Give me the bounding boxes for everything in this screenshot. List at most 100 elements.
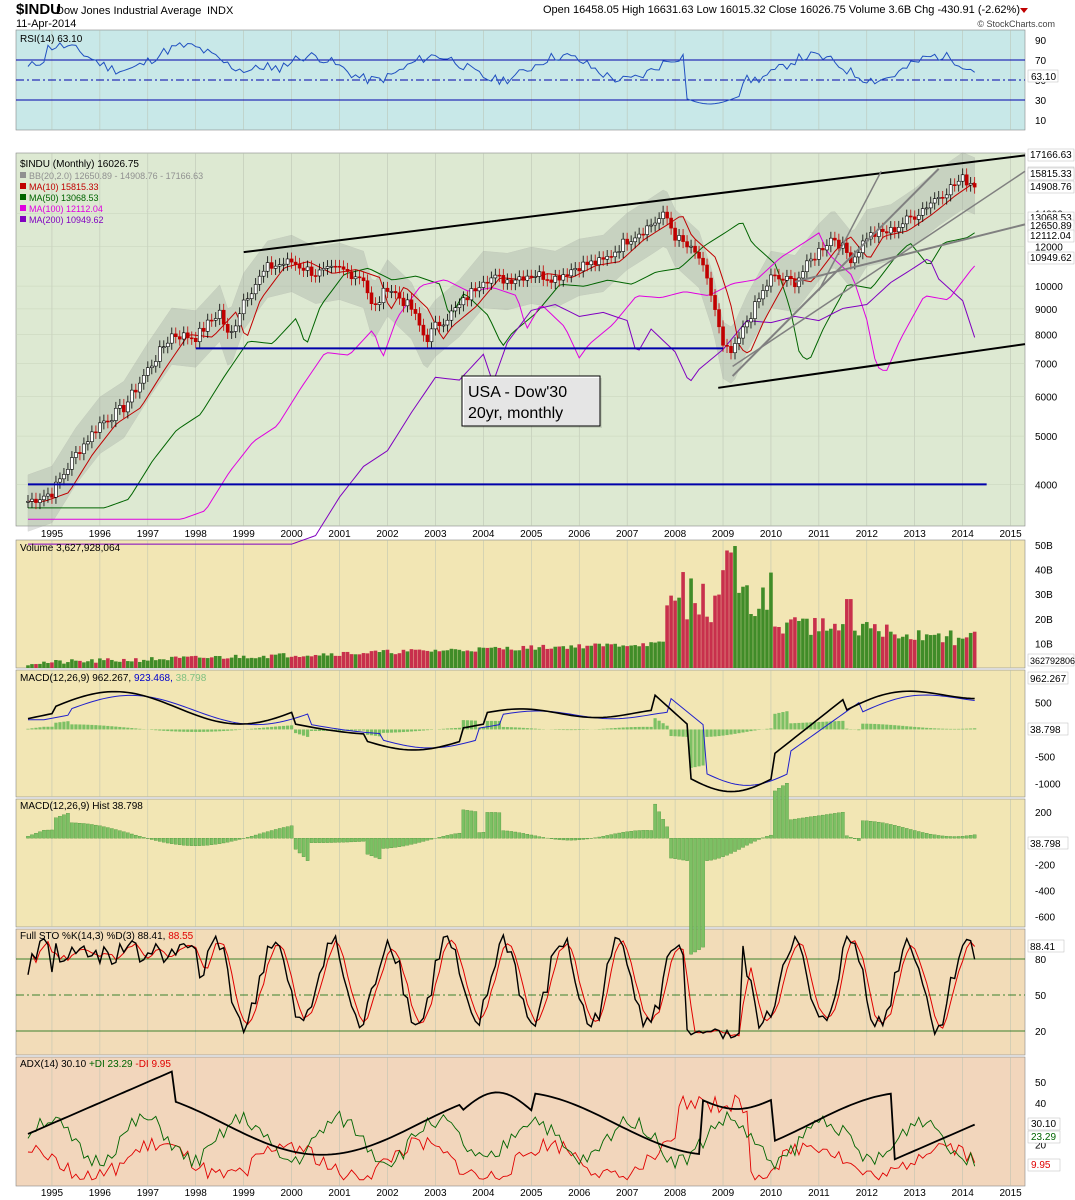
macd-tick-label: -1000 bbox=[1035, 779, 1061, 790]
macd-hist-bar bbox=[945, 728, 949, 730]
macd-hist-bar bbox=[753, 729, 757, 731]
hist-bar bbox=[317, 838, 322, 843]
chart-annotation: USA - Dow'30 20yr, monthly bbox=[461, 375, 602, 428]
volume-tick-label: 50B bbox=[1035, 541, 1053, 552]
ohlc-readout: Open 16458.05 High 16631.63 Low 16015.32… bbox=[543, 4, 1020, 16]
volume-bar bbox=[513, 650, 518, 668]
hist-bar bbox=[849, 837, 853, 839]
panel-volume bbox=[15, 539, 1026, 669]
price-candle bbox=[932, 198, 937, 204]
macd-hist-bar bbox=[965, 728, 969, 730]
price-candle bbox=[657, 218, 661, 224]
hist-bar bbox=[765, 836, 769, 839]
legend-entry: MA(100) 12112.04 bbox=[29, 204, 103, 214]
macd-hist-bar bbox=[641, 726, 645, 730]
price-candle bbox=[42, 495, 46, 501]
volume-bar bbox=[525, 648, 530, 668]
hist-bar bbox=[309, 838, 314, 843]
price-candle bbox=[541, 271, 546, 280]
volume-bar bbox=[161, 659, 166, 668]
volume-bar bbox=[621, 645, 625, 668]
hist-bar bbox=[289, 825, 294, 839]
price-candle bbox=[261, 270, 266, 277]
price-candle bbox=[142, 375, 146, 384]
sto-tick-label: 80 bbox=[1035, 955, 1047, 966]
hist-bar bbox=[609, 834, 613, 839]
volume-bar bbox=[717, 594, 721, 668]
volume-bar bbox=[134, 658, 138, 668]
macd-hist-bar bbox=[929, 728, 933, 730]
hist-bar bbox=[948, 836, 953, 839]
volume-bar bbox=[493, 646, 498, 668]
volume-bar bbox=[972, 631, 977, 668]
x-tick-label: 2004 bbox=[472, 1188, 495, 1199]
volume-bar bbox=[865, 622, 869, 668]
rsi-value-label: 63.10 bbox=[1031, 72, 1056, 83]
hist-bar bbox=[841, 812, 845, 839]
volume-bar bbox=[912, 639, 917, 668]
volume-bar bbox=[749, 614, 753, 668]
hist-bar bbox=[154, 838, 158, 841]
price-candle bbox=[161, 346, 166, 349]
price-tick-label: 6000 bbox=[1035, 393, 1058, 404]
hist-bar bbox=[118, 830, 122, 839]
volume-bar bbox=[597, 643, 601, 668]
hist-bar bbox=[553, 838, 558, 840]
price-candle bbox=[98, 422, 102, 433]
ma50-line bbox=[27, 222, 975, 509]
hist-bar bbox=[769, 834, 773, 839]
volume-bar bbox=[721, 570, 725, 668]
price-candle bbox=[777, 274, 781, 280]
hist-bar bbox=[78, 822, 82, 839]
macd-hist-bar bbox=[90, 724, 94, 730]
value-label-bg bbox=[1027, 251, 1075, 265]
hist-bar bbox=[920, 832, 925, 839]
macd-signal-line bbox=[27, 694, 975, 786]
macd-hist-bar bbox=[389, 729, 394, 733]
volume-bar bbox=[373, 650, 378, 668]
hist-bar bbox=[345, 838, 350, 843]
hist-bar bbox=[757, 838, 761, 840]
macd-hist-bar bbox=[833, 721, 837, 730]
macd-hist-bar bbox=[190, 729, 194, 732]
hist-bar bbox=[142, 837, 146, 839]
hist-bar bbox=[62, 814, 66, 839]
volume-bar bbox=[833, 623, 837, 668]
macd-hist-bar bbox=[861, 723, 865, 730]
macd-hist-bar bbox=[661, 723, 665, 730]
price-candle bbox=[781, 278, 785, 281]
hist-bar bbox=[597, 836, 601, 839]
price-candle bbox=[357, 276, 362, 279]
hist-bar bbox=[581, 838, 585, 840]
x-tick-label: 1995 bbox=[41, 1188, 64, 1199]
macd-hist-bar bbox=[230, 729, 234, 731]
adx-value-label: 30.10 bbox=[1031, 1119, 1056, 1130]
hist-bar bbox=[225, 838, 230, 843]
macd-hist-bar bbox=[725, 729, 729, 736]
macd-hist-bar bbox=[573, 729, 577, 731]
volume-bar bbox=[884, 624, 889, 668]
hist-bar bbox=[681, 838, 685, 861]
hist-bar bbox=[102, 826, 106, 839]
volume-bar bbox=[461, 651, 466, 668]
hist-bar bbox=[158, 838, 162, 842]
hist-bar bbox=[657, 811, 661, 839]
legend-entry: BB(20,2.0) 12650.89 - 14908.76 - 17166.6… bbox=[29, 171, 203, 181]
price-candle bbox=[601, 257, 605, 260]
price-candle bbox=[301, 267, 306, 271]
hist-bar bbox=[793, 818, 797, 839]
macd-hist-bar bbox=[254, 728, 258, 730]
hist-bar bbox=[753, 838, 757, 842]
adx-value-label: 23.29 bbox=[1031, 1132, 1056, 1143]
volume-bar bbox=[769, 572, 773, 668]
price-candle bbox=[936, 197, 941, 199]
volume-bar bbox=[38, 663, 42, 668]
price-candle bbox=[481, 281, 486, 288]
volume-bar bbox=[209, 657, 214, 668]
hist-bar bbox=[777, 788, 781, 839]
price-candle bbox=[34, 498, 38, 503]
hist-bar bbox=[297, 838, 302, 854]
volume-bar bbox=[46, 662, 50, 668]
volume-bar bbox=[381, 650, 386, 668]
volume-bar bbox=[34, 664, 38, 668]
